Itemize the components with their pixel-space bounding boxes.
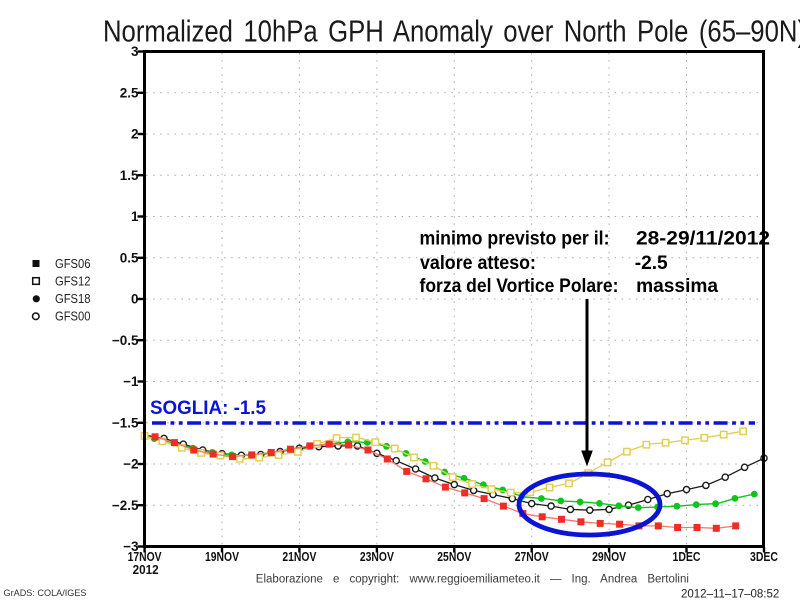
svg-text:21NOV: 21NOV: [282, 550, 317, 564]
svg-text:29NOV: 29NOV: [592, 550, 627, 564]
svg-text:28-29/11/2012: 28-29/11/2012: [636, 228, 770, 250]
svg-text:0: 0: [131, 292, 139, 307]
svg-text:0.5: 0.5: [120, 250, 139, 265]
svg-text:2012: 2012: [133, 563, 159, 577]
svg-text:massima: massima: [636, 275, 718, 297]
svg-text:2: 2: [131, 127, 139, 142]
svg-text:19NOV: 19NOV: [205, 550, 240, 564]
svg-text:1.5: 1.5: [120, 168, 139, 183]
svg-text:−3: −3: [123, 539, 139, 554]
svg-text:−1.5: −1.5: [112, 415, 139, 430]
svg-text:2.5: 2.5: [120, 86, 139, 101]
svg-text:1: 1: [131, 209, 139, 224]
svg-text:-2.5: -2.5: [635, 252, 668, 274]
svg-text:valore atteso:: valore atteso:: [420, 252, 536, 274]
svg-text:3DEC: 3DEC: [750, 550, 778, 564]
svg-text:GFS12: GFS12: [55, 274, 91, 289]
svg-text:GrADS: COLA/IGES: GrADS: COLA/IGES: [4, 588, 87, 599]
svg-text:Normalized 10hPa GPH Anomaly o: Normalized 10hPa GPH Anomaly over North …: [103, 14, 800, 49]
svg-text:Elaborazione e copyright: www.: Elaborazione e copyright: www.reggioemil…: [256, 574, 689, 586]
svg-text:GFS18: GFS18: [55, 291, 91, 306]
svg-text:−0.5: −0.5: [112, 333, 139, 348]
svg-text:−1: −1: [123, 374, 139, 389]
svg-text:1DEC: 1DEC: [673, 550, 701, 564]
svg-text:23NOV: 23NOV: [360, 550, 395, 564]
svg-text:2012–11–17–08:52: 2012–11–17–08:52: [681, 589, 779, 601]
svg-text:forza del Vortice Polare:: forza del Vortice Polare:: [420, 275, 619, 297]
svg-text:27NOV: 27NOV: [515, 550, 550, 564]
svg-text:17NOV: 17NOV: [128, 550, 163, 564]
svg-text:minimo previsto per il:: minimo previsto per il:: [420, 228, 610, 250]
svg-text:SOGLIA: -1.5: SOGLIA: -1.5: [150, 397, 266, 419]
svg-text:GFS00: GFS00: [55, 309, 91, 324]
svg-text:GFS06: GFS06: [55, 256, 91, 271]
svg-text:−2: −2: [123, 457, 138, 472]
svg-text:3: 3: [131, 44, 139, 59]
svg-text:−2.5: −2.5: [112, 498, 139, 513]
svg-text:25NOV: 25NOV: [437, 550, 472, 564]
